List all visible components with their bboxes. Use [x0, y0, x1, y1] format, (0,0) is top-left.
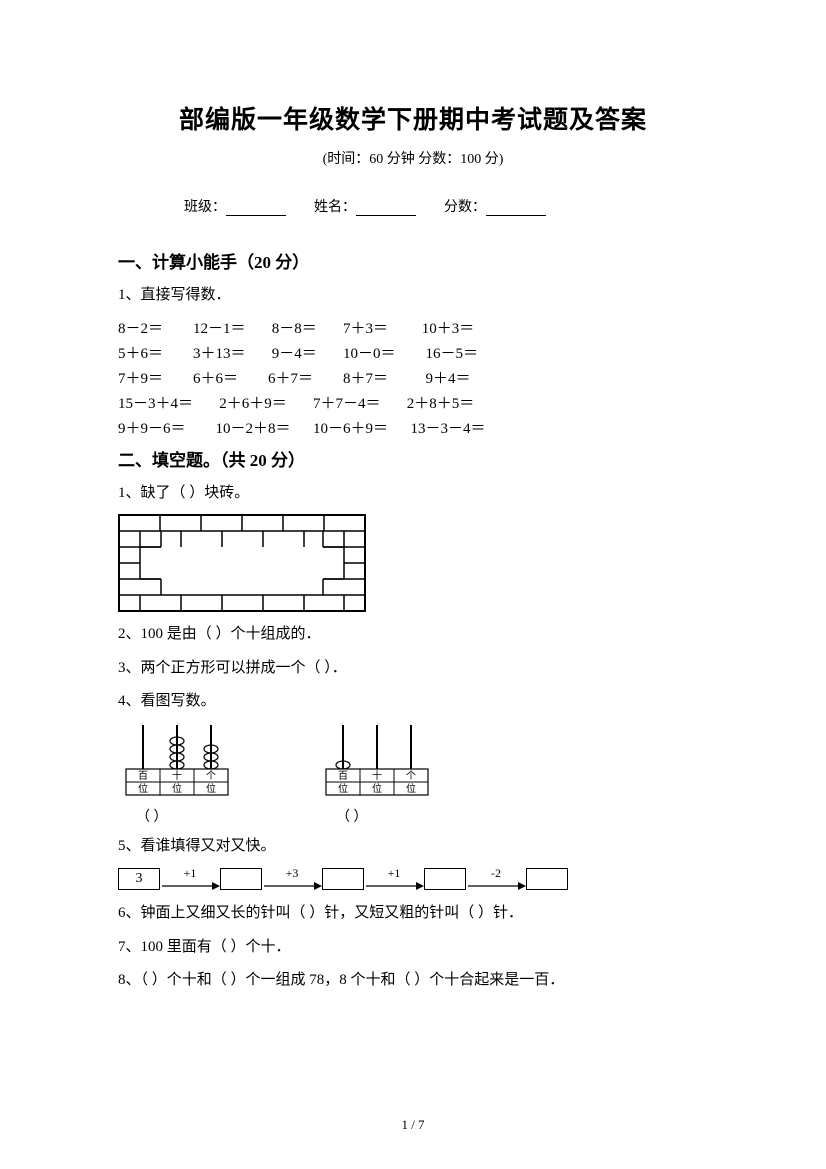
- abacus-label: 百: [138, 770, 148, 782]
- s2-q3: 3、两个正方形可以拼成一个（ ）．: [118, 656, 708, 682]
- s2-q2: 2、100 是由（ ）个十组成的．: [118, 622, 708, 648]
- chain-arrow: +3: [262, 867, 322, 891]
- name-label: 姓名：: [314, 200, 356, 215]
- section1-heading: 一、计算小能手（20 分）: [118, 248, 708, 273]
- chain-op: +3: [286, 867, 299, 879]
- abacus-caption: （ ）: [122, 806, 232, 826]
- chain-box: [220, 868, 262, 890]
- eq-row: 7＋9＝ 6＋6＝ 6＋7＝ 8＋7＝ 9＋4＝: [118, 367, 708, 388]
- svg-text:位: 位: [406, 782, 416, 795]
- s1-q1: 1、直接写得数．: [118, 283, 708, 309]
- svg-text:位: 位: [172, 782, 182, 795]
- name-blank: [356, 201, 416, 216]
- chain-box-start: 3: [118, 868, 160, 890]
- eq-row: 15－3＋4＝ 2＋6＋9＝ 7＋7－4＝ 2＋8＋5＝: [118, 392, 708, 413]
- chain-box: [526, 868, 568, 890]
- chain-box: [424, 868, 466, 890]
- class-blank: [226, 201, 286, 216]
- s2-q1: 1、缺了（ ）块砖。: [118, 481, 708, 507]
- eq-row: 5＋6＝ 3＋13＝ 9－4＝ 10－0＝ 16－5＝: [118, 342, 708, 363]
- s2-q7: 7、100 里面有（ ）个十．: [118, 935, 708, 961]
- s2-q4: 4、看图写数。: [118, 689, 708, 715]
- abacus-1: 百 十 个 位 位 位 （ ）: [122, 723, 232, 826]
- info-row: 班级： 姓名： 分数：: [118, 180, 708, 232]
- chain-arrow: +1: [160, 867, 220, 891]
- abacus-caption: （ ）: [322, 806, 432, 826]
- svg-text:十: 十: [172, 769, 182, 782]
- svg-text:个: 个: [406, 770, 416, 782]
- svg-text:百: 百: [338, 770, 348, 782]
- eq-row: 8－2＝ 12－1＝ 8－8＝ 7＋3＝ 10＋3＝: [118, 317, 708, 338]
- svg-text:位: 位: [206, 782, 216, 795]
- chain-arrow: -2: [466, 867, 526, 891]
- page-subtitle: (时间：60 分钟 分数：100 分): [118, 148, 708, 168]
- score-label: 分数：: [444, 200, 486, 215]
- page: 部编版一年级数学下册期中考试题及答案 (时间：60 分钟 分数：100 分) 班…: [0, 0, 826, 1169]
- s2-q8: 8、（ ）个十和（ ）个一组成 78，8 个十和（ ）个十合起来是一百．: [118, 968, 708, 994]
- chain-op: +1: [184, 867, 197, 879]
- page-title: 部编版一年级数学下册期中考试题及答案: [118, 100, 708, 136]
- chain-op: -2: [491, 867, 501, 879]
- svg-text:十: 十: [372, 769, 382, 782]
- chain-arrow: +1: [364, 867, 424, 891]
- svg-text:位: 位: [338, 782, 348, 795]
- svg-text:位: 位: [138, 782, 148, 795]
- section2-heading: 二、填空题。（共 20 分）: [118, 446, 708, 471]
- s2-q6: 6、钟面上又细又长的针叫（ ）针，又短又粗的针叫（ ）针．: [118, 901, 708, 927]
- svg-text:位: 位: [372, 782, 382, 795]
- chain-op: +1: [388, 867, 401, 879]
- svg-text:个: 个: [206, 770, 216, 782]
- brick-wall-figure: [118, 514, 708, 612]
- score-blank: [486, 201, 546, 216]
- class-label: 班级：: [184, 200, 226, 215]
- s2-q5: 5、看谁填得又对又快。: [118, 834, 708, 860]
- abacus-2: 百 十 个 位 位 位 （ ）: [322, 723, 432, 826]
- chain-box: [322, 868, 364, 890]
- chain-figure: 3 +1 +3 +1 -2: [118, 867, 708, 891]
- page-footer: 1 / 7: [0, 1117, 826, 1133]
- eq-row: 9＋9－6＝ 10－2＋8＝ 10－6＋9＝ 13－3－4＝: [118, 417, 708, 438]
- abacus-row: 百 十 个 位 位 位 （ ） 百 十 个: [122, 723, 708, 826]
